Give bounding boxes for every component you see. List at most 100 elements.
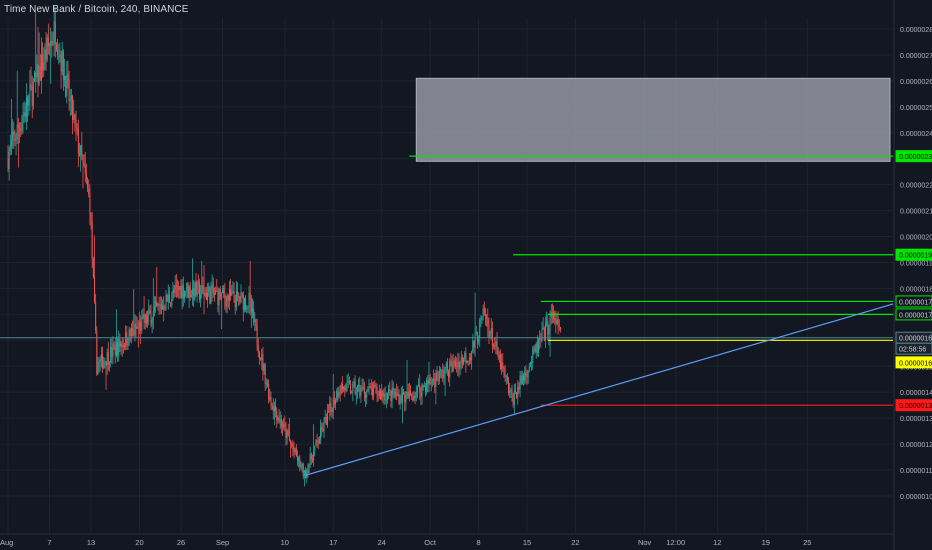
candle-body (69, 99, 71, 102)
candle-body (401, 392, 403, 402)
candle-body (194, 282, 196, 300)
candle-body (464, 353, 466, 359)
candle-body (313, 450, 315, 462)
candle-body (216, 290, 218, 292)
time-tick-label: 8 (476, 538, 480, 547)
candle-body (155, 301, 157, 307)
candle-body (366, 391, 368, 398)
time-tick-label: 7 (47, 538, 51, 547)
candle-body (380, 390, 382, 399)
candle-body (210, 290, 212, 304)
candle-body (446, 363, 448, 372)
candle-body (268, 384, 270, 400)
candle-body (392, 387, 394, 396)
candle-body (556, 319, 558, 324)
candle-body (502, 362, 504, 368)
candle-body (65, 75, 67, 97)
candle-body (205, 292, 207, 300)
candle-body (444, 368, 446, 375)
candle-body (46, 37, 48, 60)
candle-body (45, 49, 47, 60)
candle-body (88, 188, 90, 195)
candle-body (17, 124, 19, 128)
candle-body (132, 328, 134, 331)
candle-body (112, 344, 114, 357)
candle-body (180, 286, 182, 299)
candle-body (179, 286, 181, 290)
candle-body (512, 397, 514, 406)
candle-body (66, 74, 68, 97)
candle-body (465, 353, 467, 363)
candle-body (475, 331, 477, 333)
candle-body (76, 127, 78, 129)
time-tick-label: 19 (762, 538, 770, 547)
candle-body (198, 283, 200, 300)
candle-body (127, 344, 129, 346)
price-tick-label: 0.00000100 (900, 494, 932, 501)
candle-body (548, 330, 550, 335)
candle-body (158, 303, 160, 305)
candle-body (243, 297, 245, 311)
candle-body (36, 64, 38, 78)
candle-body (291, 443, 293, 446)
candle-body (541, 329, 543, 341)
candle-body (410, 391, 412, 395)
time-tick-label: 15 (523, 538, 531, 547)
candle-body (240, 292, 242, 303)
candle-body (442, 369, 444, 378)
candle-body (468, 357, 470, 362)
candle-body (19, 127, 21, 129)
candle-body (61, 50, 63, 72)
candle-body (296, 456, 298, 462)
trendline[interactable] (305, 303, 894, 476)
candle-body (526, 375, 528, 378)
candle-body (540, 338, 542, 341)
candle-body (307, 470, 309, 473)
time-tick-label: 25 (803, 538, 811, 547)
candle-body (255, 319, 257, 327)
candle-body (398, 394, 400, 405)
candle-body (269, 396, 271, 400)
candle-body (360, 390, 362, 396)
drawing-lines[interactable] (0, 155, 894, 476)
candle-body (136, 326, 138, 329)
resistance-zone[interactable] (415, 77, 891, 162)
candle-body (433, 378, 435, 381)
candle-body (186, 283, 188, 292)
candle-body (308, 464, 310, 473)
candle-body (113, 344, 115, 347)
candle-body (53, 21, 55, 44)
candle-body (248, 293, 250, 306)
candle-body (299, 457, 301, 468)
time-tick-label: 24 (378, 538, 386, 547)
candle-body (542, 327, 544, 330)
price-tag-box (895, 150, 932, 163)
candle-body (362, 387, 364, 389)
time-tick-label: 26 (177, 538, 185, 547)
candle-body (152, 310, 154, 320)
candle-body (423, 385, 425, 388)
candle-body (325, 417, 327, 426)
candle-body (220, 292, 222, 300)
candle-body (431, 380, 433, 382)
candle-body (536, 343, 538, 353)
time-axis[interactable]: Aug 7 13 20 26 Sep 10 17 24 Oct 8 15 22 Nov 12:00 12 19 2… (0, 533, 894, 547)
candle-body (358, 384, 360, 386)
candle-body (203, 289, 205, 296)
resistance-zone-layer[interactable] (415, 77, 891, 162)
candle-body (153, 306, 155, 311)
candle-body (137, 326, 139, 328)
candle-body (343, 386, 345, 390)
candle-body (187, 283, 189, 298)
candle-body (473, 340, 475, 348)
candle-body (463, 358, 465, 365)
candle-body (415, 392, 417, 398)
candle-body (467, 360, 469, 362)
candle-body (338, 392, 340, 397)
candle-body (405, 392, 407, 403)
